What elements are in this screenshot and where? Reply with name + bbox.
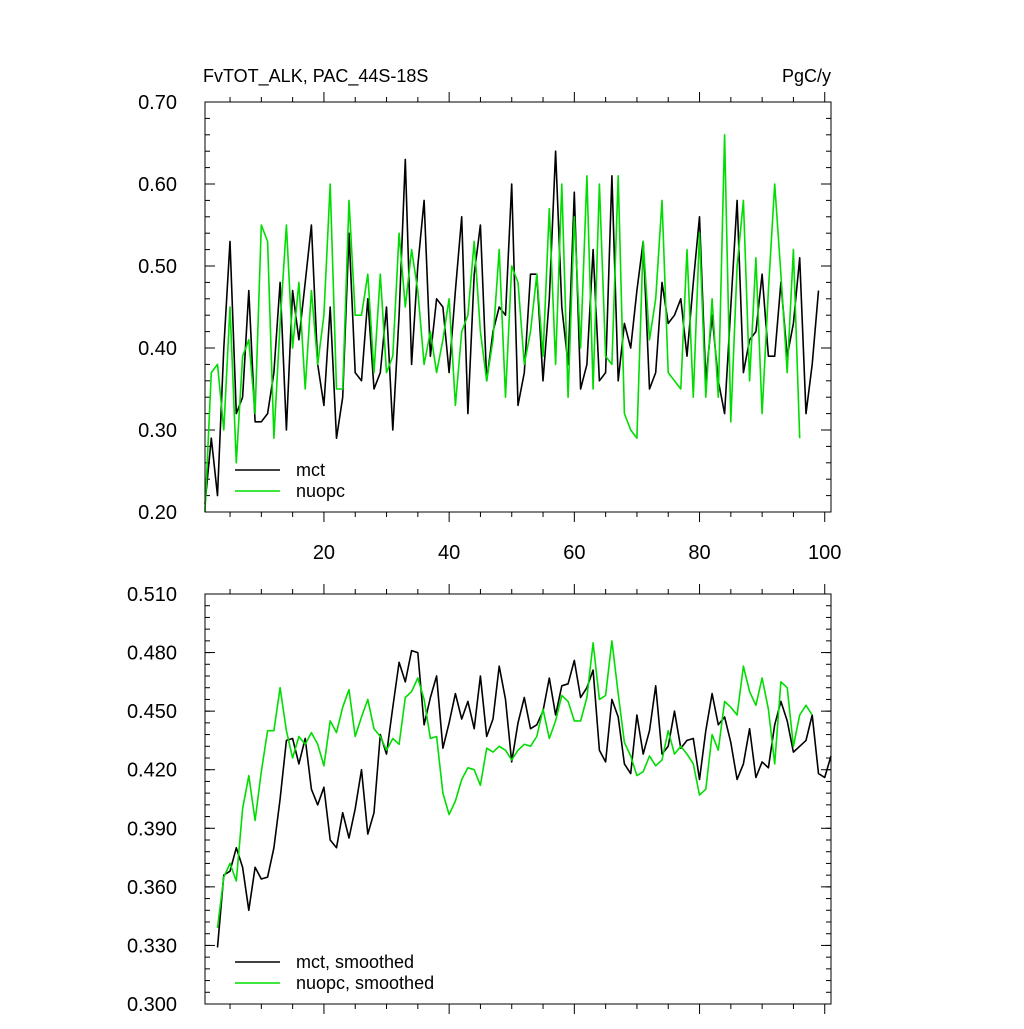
y-tick-label: 0.360 xyxy=(127,877,177,899)
x-tick-label: 100 xyxy=(808,542,841,564)
y-tick-label: 0.60 xyxy=(138,174,177,196)
series-line-mct-smoothed xyxy=(216,649,832,948)
y-tick-label: 0.50 xyxy=(138,256,177,278)
y-tick-label: 0.70 xyxy=(138,92,177,114)
y-tick-label: 0.330 xyxy=(127,935,177,957)
top-plot-frame xyxy=(204,101,832,513)
x-tick-label: 40 xyxy=(438,542,460,564)
y-tick-label: 0.20 xyxy=(138,502,177,524)
bottom-series xyxy=(216,640,832,948)
top-axes: 0.20 0.30 0.40 0.50 0.60 0.70 20 40 60 80 100 xyxy=(138,92,841,564)
y-tick-label: 0.450 xyxy=(127,701,177,723)
bottom-plot-frame xyxy=(204,593,832,1005)
legend-label: mct, smoothed xyxy=(296,952,414,972)
y-tick-label: 0.390 xyxy=(127,818,177,840)
y-tick-label: 0.510 xyxy=(127,584,177,606)
series-line-nuopc xyxy=(204,134,801,513)
x-tick-label: 60 xyxy=(563,542,585,564)
y-tick-label: 0.300 xyxy=(127,994,177,1016)
x-tick-label: 20 xyxy=(313,542,335,564)
y-tick-label: 0.480 xyxy=(127,643,177,665)
top-series xyxy=(204,134,820,513)
y-tick-label: 0.420 xyxy=(127,760,177,782)
chart-top: FvTOT_ALK, PAC_44S-18S PgC/y 0.20 0.30 0.4… xyxy=(138,66,841,564)
legend-label: nuopc, smoothed xyxy=(296,973,434,993)
x-tick-label: 80 xyxy=(688,542,710,564)
chart-title: FvTOT_ALK, PAC_44S-18S xyxy=(203,66,428,87)
units-label: PgC/y xyxy=(782,66,831,86)
chart-bottom: 0.300 0.330 0.360 0.390 0.420 0.450 0.480 0.510… xyxy=(127,584,832,1016)
y-tick-label: 0.40 xyxy=(138,338,177,360)
series-line-nuopc-smoothed xyxy=(216,640,813,928)
legend-label: nuopc xyxy=(296,481,345,501)
legend-label: mct xyxy=(296,460,325,480)
y-tick-label: 0.30 xyxy=(138,420,177,442)
